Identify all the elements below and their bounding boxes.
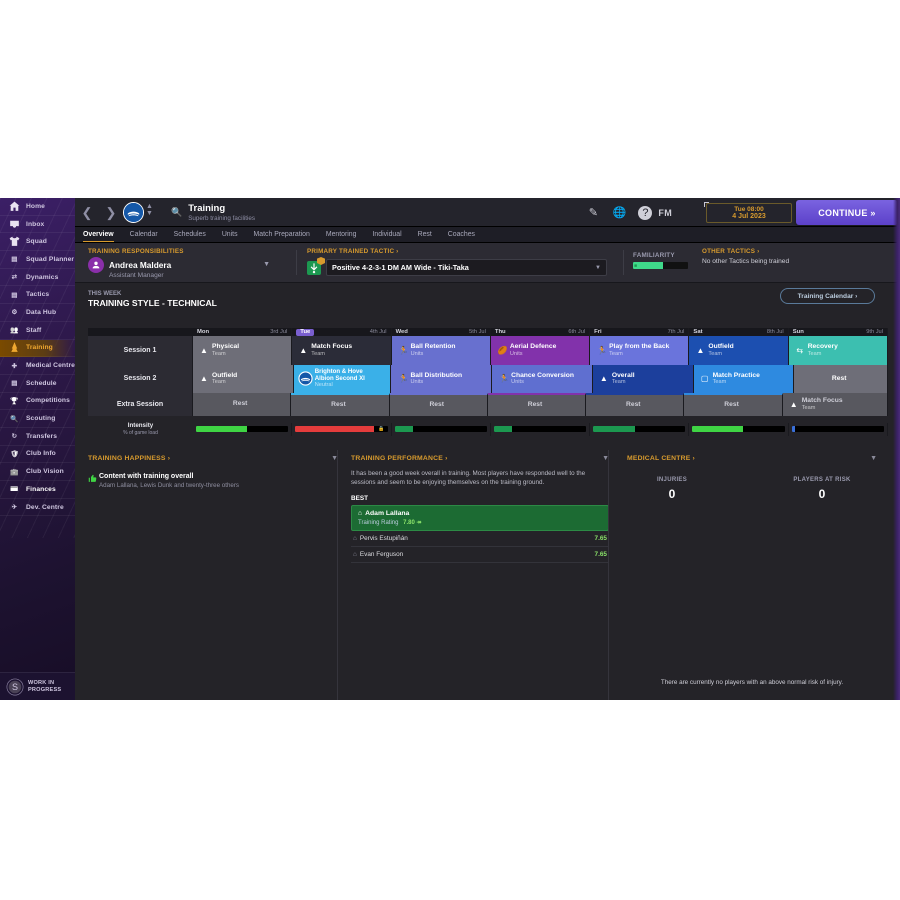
svg-text:S: S [12,682,18,692]
